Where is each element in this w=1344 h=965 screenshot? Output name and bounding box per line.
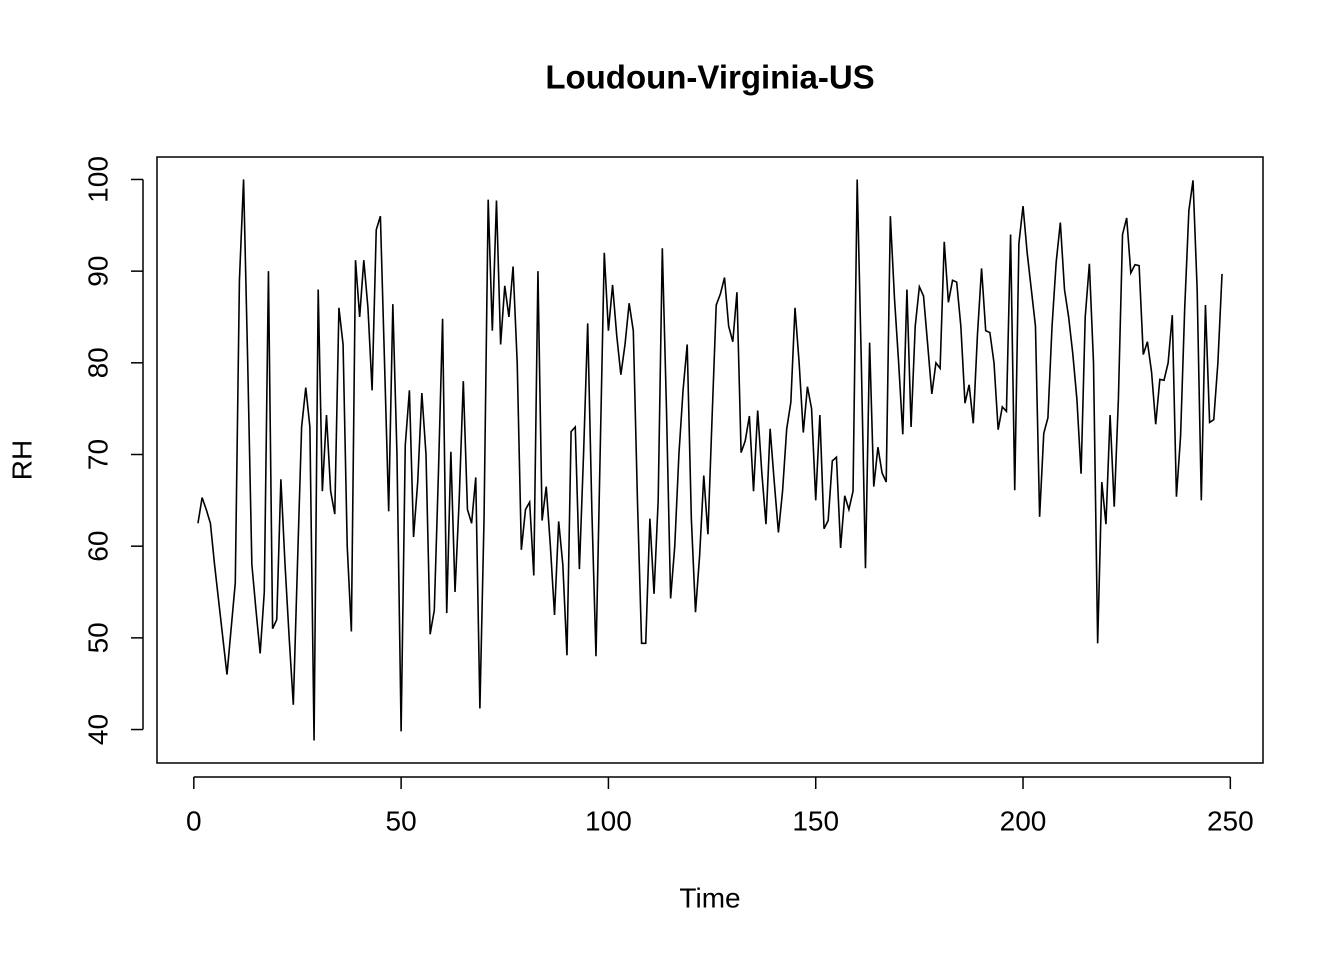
x-tick-label: 150 [792, 805, 839, 836]
chart-title: Loudoun-Virginia-US [545, 59, 874, 96]
data-line [197, 179, 1223, 741]
y-tick-label: 60 [82, 531, 113, 562]
y-axis-label: RH [6, 440, 37, 480]
plot-box [156, 156, 1264, 764]
y-tick-label: 50 [82, 622, 113, 653]
y-tick-label: 40 [82, 714, 113, 745]
x-tick-label: 250 [1207, 805, 1254, 836]
y-tick-label: 100 [82, 156, 113, 203]
x-tick-label: 100 [585, 805, 632, 836]
y-tick-label: 90 [82, 256, 113, 287]
x-tick-label: 200 [1000, 805, 1047, 836]
x-tick-label: 50 [386, 805, 417, 836]
x-axis-label: Time [679, 882, 740, 913]
y-tick-label: 70 [82, 439, 113, 470]
y-tick-label: 80 [82, 347, 113, 378]
x-tick-label: 0 [186, 805, 202, 836]
